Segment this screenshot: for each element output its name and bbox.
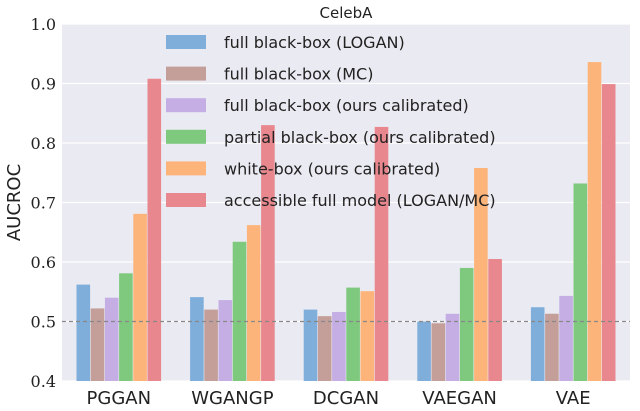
legend-swatch xyxy=(166,66,206,81)
legend-label: full black-box (ours calibrated) xyxy=(224,96,469,115)
bar-vaegan-series-0 xyxy=(417,321,431,381)
y-tick-label: 0.8 xyxy=(31,134,56,153)
bar-pggan-series-4 xyxy=(133,213,147,381)
legend-label: full black-box (LOGAN) xyxy=(224,33,405,52)
y-tick-label: 0.9 xyxy=(31,75,56,94)
bar-wgangp-series-1 xyxy=(204,309,218,381)
bar-vaegan-series-1 xyxy=(431,323,446,381)
x-tick-label: DCGAN xyxy=(313,388,379,409)
y-tick-label: 1.0 xyxy=(31,15,56,34)
legend-swatch xyxy=(166,129,206,144)
bar-wgangp-series-3 xyxy=(232,241,247,381)
bar-pggan-series-1 xyxy=(90,308,105,381)
y-tick-label: 0.7 xyxy=(31,194,56,213)
bar-dcgan-series-2 xyxy=(332,311,346,381)
y-axis-label: AUCROC xyxy=(4,164,25,241)
chart-title: CelebA xyxy=(320,4,374,22)
bars xyxy=(76,62,616,382)
legend-label: accessible full model (LOGAN/MC) xyxy=(224,191,496,210)
bar-pggan-series-0 xyxy=(76,284,91,381)
bar-vae-series-5 xyxy=(601,84,616,381)
bar-vae-series-4 xyxy=(587,62,602,382)
bar-wgangp-series-5 xyxy=(261,125,275,382)
bar-vaegan-series-5 xyxy=(488,259,502,381)
bar-dcgan-series-5 xyxy=(374,126,389,381)
bar-pggan-series-5 xyxy=(147,78,162,382)
legend-swatch xyxy=(166,193,206,207)
bar-vae-series-2 xyxy=(559,295,573,381)
bar-wgangp-series-4 xyxy=(246,225,261,381)
bar-dcgan-series-0 xyxy=(303,309,318,381)
bar-vaegan-series-2 xyxy=(445,313,460,381)
bar-pggan-series-3 xyxy=(119,273,133,381)
bar-wgangp-series-2 xyxy=(218,300,233,381)
legend: full black-box (LOGAN) full black-box (MC… xyxy=(166,33,496,210)
legend-swatch xyxy=(166,98,206,113)
bar-vaegan-series-4 xyxy=(474,167,488,381)
x-tick-label: WGANGP xyxy=(191,388,273,409)
x-tick-labels: PGGAN WGANGP DCGAN VAEGAN VAE xyxy=(87,388,591,409)
legend-swatch xyxy=(166,161,206,176)
bar-dcgan-series-4 xyxy=(360,291,375,381)
legend-label: partial black-box (ours calibrated) xyxy=(224,128,496,147)
bar-vaegan-series-3 xyxy=(459,267,474,381)
y-tick-label: 0.4 xyxy=(31,372,56,391)
bar-dcgan-series-3 xyxy=(346,287,360,381)
bar-wgangp-series-0 xyxy=(190,297,204,381)
y-tick-label: 0.6 xyxy=(31,253,56,272)
legend-label: white-box (ours calibrated) xyxy=(224,159,440,178)
y-tick-label: 0.5 xyxy=(31,313,56,332)
bar-vae-series-1 xyxy=(545,313,559,381)
legend-swatch xyxy=(166,35,206,49)
bar-vae-series-3 xyxy=(573,183,588,381)
x-tick-label: VAEGAN xyxy=(422,388,497,409)
x-tick-label: VAE xyxy=(556,388,591,409)
x-tick-label: PGGAN xyxy=(87,388,152,409)
y-tick-labels: 0.4 0.5 0.6 0.7 0.8 0.9 1.0 xyxy=(31,15,56,391)
bar-vae-series-0 xyxy=(530,307,545,381)
legend-label: full black-box (MC) xyxy=(224,65,373,84)
bar-dcgan-series-1 xyxy=(317,316,332,381)
bar-pggan-series-2 xyxy=(104,297,119,381)
